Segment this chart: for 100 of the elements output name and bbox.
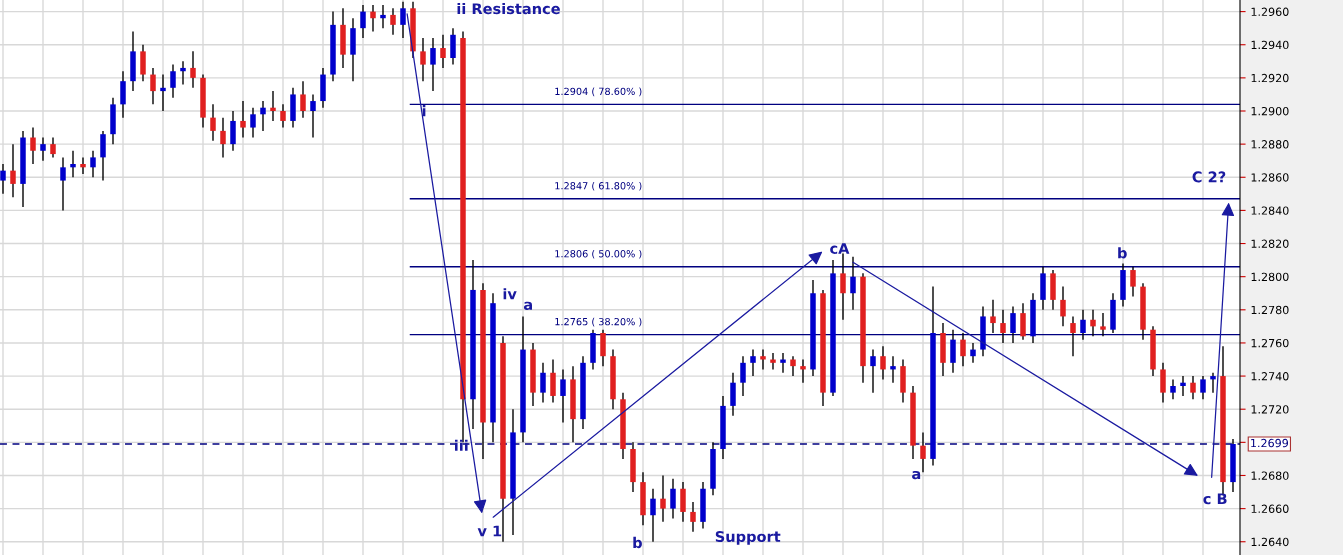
candlestick [840, 252, 846, 321]
candlestick [1190, 375, 1196, 400]
candlestick [770, 352, 776, 371]
y-tick-label: 1.2920 [1251, 73, 1289, 83]
candlestick [670, 478, 676, 520]
y-tick-label: 1.2780 [1251, 305, 1289, 315]
annotation: ii Resistance [457, 2, 560, 15]
candlestick [100, 130, 106, 182]
candlestick [280, 103, 286, 129]
ref-line-label: 1.2765 ( 38.20% ) [555, 317, 642, 327]
candlestick [660, 474, 666, 523]
candlestick [80, 156, 86, 175]
candlestick [40, 136, 46, 162]
candlestick [1160, 362, 1166, 404]
candlestick [70, 150, 76, 178]
annotation: a [523, 301, 533, 311]
candlestick [360, 4, 366, 39]
candlestick [600, 328, 606, 367]
candlestick [90, 150, 96, 178]
annotation: cA [830, 243, 850, 254]
candlestick [10, 143, 16, 198]
y-tick-label: 1.2900 [1251, 106, 1289, 116]
candlestick [180, 60, 186, 86]
candlestick [160, 73, 166, 112]
candlestick [60, 156, 66, 212]
ref-line-label: 1.2806 ( 50.00% ) [555, 249, 642, 259]
candlestick [390, 7, 396, 36]
candlestick [650, 488, 656, 543]
candlestick [1090, 309, 1096, 338]
candlestick [550, 358, 556, 404]
candlestick [970, 342, 976, 364]
candlestick [370, 4, 376, 33]
candlestick [1170, 378, 1176, 400]
candlestick [1130, 266, 1136, 298]
candlestick [1080, 309, 1086, 341]
y-tick-label: 1.2660 [1251, 504, 1289, 513]
candlestick [310, 93, 316, 139]
candlestick [250, 106, 256, 139]
candlestick [1100, 312, 1106, 338]
candlestick [890, 355, 896, 384]
candlestick [220, 116, 226, 159]
annotation: a [912, 470, 921, 480]
candlestick [560, 368, 566, 424]
candlestick [210, 103, 216, 142]
candlestick [740, 355, 746, 397]
annotation: i [422, 105, 426, 117]
candlestick [540, 362, 546, 404]
candlestick [140, 44, 146, 82]
annotation: b [633, 536, 642, 549]
candlestick [750, 348, 756, 377]
annotation: b [1118, 247, 1127, 259]
candlestick [1010, 305, 1016, 344]
candlestick [240, 100, 246, 139]
candlestick [730, 372, 736, 417]
y-tick-label: 1.2860 [1251, 173, 1289, 182]
y-tick-label: 1.2760 [1251, 338, 1289, 348]
candlestick [850, 256, 856, 311]
candlestick [1000, 309, 1006, 344]
ref-line-label: 1.2904 ( 78.60% ) [555, 87, 642, 97]
ref-line-label: 1.2847 ( 61.80% ) [555, 181, 642, 191]
y-tick-label: 1.2680 [1251, 471, 1289, 480]
candlestick [920, 431, 926, 473]
candlestick [760, 348, 766, 371]
y-tick-label: 1.2720 [1251, 405, 1289, 414]
annotation: v 1 [477, 525, 502, 537]
candlestick [780, 352, 786, 374]
candlestick [430, 37, 436, 92]
candlestick [400, 0, 406, 39]
candlestick [960, 332, 966, 367]
annotation: C 2? [1192, 171, 1226, 183]
annotation: c B [1203, 493, 1227, 505]
y-tick-label: 1.2840 [1251, 206, 1289, 215]
y-tick-label: 1.2800 [1251, 272, 1289, 282]
candlestick [450, 27, 456, 66]
candlestick [0, 163, 6, 195]
ref-line-label: 1.2699 [1251, 438, 1289, 448]
annotation: Support [715, 531, 781, 545]
candlestick [30, 126, 36, 165]
annotation: iii [455, 439, 468, 451]
candlestick [1060, 285, 1066, 328]
candlestick [380, 4, 386, 29]
candlestick [800, 358, 806, 384]
candlestick [440, 34, 446, 69]
y-tick-label: 1.2640 [1251, 537, 1289, 547]
candlestick [990, 299, 996, 334]
candlestick [870, 348, 876, 394]
candlestick [420, 37, 426, 82]
annotation: iv [503, 288, 517, 300]
candlestick [880, 345, 886, 381]
candlestick [690, 501, 696, 533]
y-tick-label: 1.2820 [1251, 239, 1289, 248]
candlestick [1070, 315, 1076, 357]
candlestick [790, 355, 796, 377]
candlestick [1210, 372, 1216, 394]
candlestick [190, 50, 196, 89]
candlestick [120, 70, 126, 119]
candlestick [260, 100, 266, 132]
y-tick-label: 1.2940 [1251, 40, 1289, 50]
candlestick [1020, 302, 1026, 341]
candlestick [150, 67, 156, 106]
